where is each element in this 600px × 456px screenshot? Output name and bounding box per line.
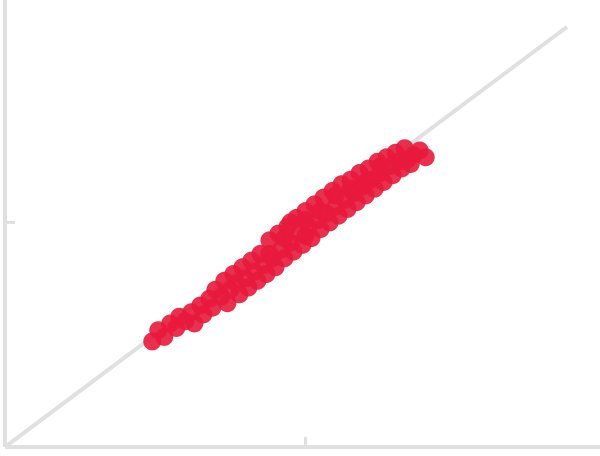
- point: [371, 157, 390, 176]
- point: [341, 179, 360, 198]
- point: [296, 226, 315, 245]
- point: [416, 148, 435, 167]
- point: [275, 229, 294, 248]
- point: [326, 186, 345, 205]
- point: [281, 213, 300, 232]
- point: [260, 244, 279, 263]
- point: [356, 172, 375, 191]
- point: [296, 211, 315, 230]
- point: [311, 202, 330, 221]
